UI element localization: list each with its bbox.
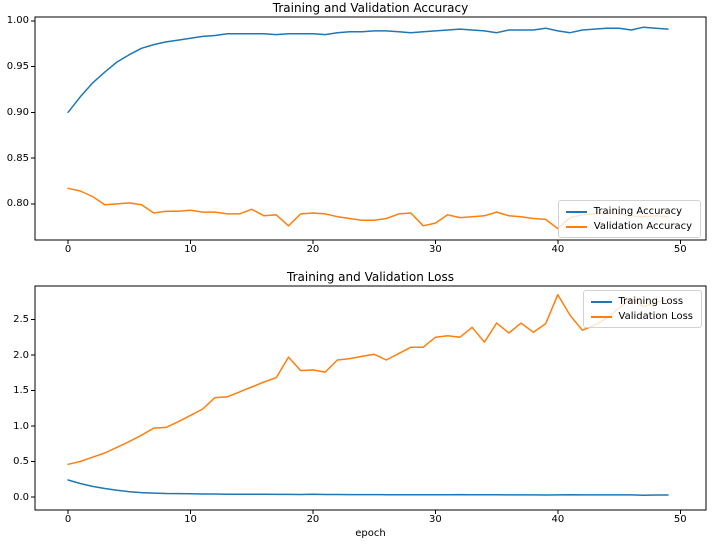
epoch-axis-label: epoch — [355, 528, 386, 539]
y-tick-label: 0.90 — [6, 106, 29, 118]
y-tick-label: 0.80 — [6, 198, 29, 210]
x-tick-label: 50 — [673, 244, 687, 255]
y-tick-label: 2.0 — [13, 349, 29, 361]
legend-entry-training-accuracy: Training Accuracy — [565, 204, 692, 219]
legend-entry-validation-loss: Validation Loss — [590, 309, 694, 324]
accuracy-legend: Training Accuracy Validation Accuracy — [557, 200, 701, 238]
y-tick-label: 0.95 — [6, 61, 29, 73]
legend-label: Validation Accuracy — [593, 221, 692, 232]
x-tick-label: 10 — [184, 244, 197, 255]
accuracy-chart-title: Training and Validation Accuracy — [272, 1, 469, 15]
legend-label: Validation Loss — [618, 311, 694, 322]
legend-label: Training Accuracy — [593, 206, 683, 217]
x-tick-label: 10 — [184, 514, 197, 525]
validation-accuracy-line-sample — [565, 225, 587, 228]
legend-entry-validation-accuracy: Validation Accuracy — [565, 219, 692, 234]
x-tick-label: 20 — [306, 514, 320, 525]
y-tick-label: 0.85 — [6, 152, 29, 164]
y-tick-label: 1.00 — [6, 15, 29, 27]
legend-label: Training Loss — [618, 296, 684, 307]
x-tick-label: 20 — [306, 244, 320, 255]
legend-entry-training-loss: Training Loss — [590, 294, 694, 309]
validation-loss-line-sample — [590, 315, 612, 318]
x-tick-label: 30 — [429, 514, 442, 525]
y-tick-label: 1.0 — [13, 420, 29, 432]
x-tick-label: 30 — [429, 244, 442, 255]
y-tick-label: 1.5 — [13, 385, 29, 396]
y-tick-label: 2.5 — [13, 314, 29, 325]
x-tick-label: 50 — [673, 514, 687, 525]
x-tick-label: 0 — [64, 514, 72, 525]
training-loss-line-sample — [590, 300, 612, 303]
x-tick-label: 40 — [551, 514, 565, 525]
loss-chart-title: Training and Validation Loss — [287, 270, 454, 284]
loss-legend: Training Loss Validation Loss — [582, 290, 702, 328]
y-tick-label: 0.0 — [13, 491, 29, 503]
training-accuracy-line-sample — [565, 210, 587, 213]
y-tick-label: 0.5 — [13, 456, 29, 467]
x-tick-label: 40 — [551, 244, 565, 255]
x-tick-label: 0 — [64, 244, 72, 255]
